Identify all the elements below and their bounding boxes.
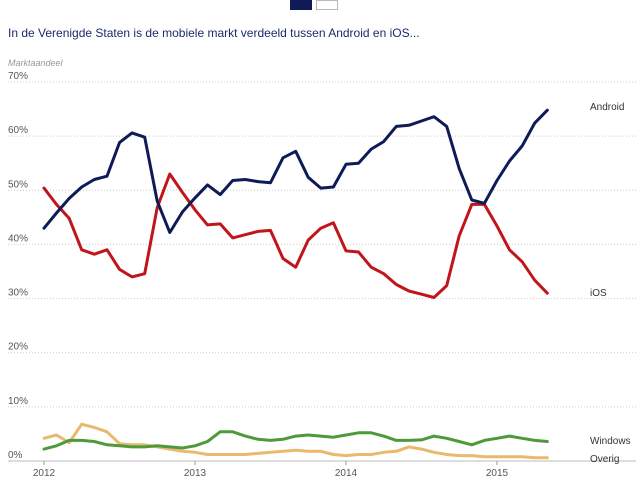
series-line-overig bbox=[42, 422, 549, 460]
y-tick-label: 0% bbox=[8, 450, 23, 461]
y-tick-label: 20% bbox=[8, 342, 28, 353]
series-label-windows: Windows bbox=[590, 436, 631, 447]
series-line-ios bbox=[42, 172, 549, 299]
y-tick-label: 40% bbox=[8, 233, 28, 244]
y-axis-label: Marktaandeel bbox=[8, 58, 63, 68]
chart-tabs bbox=[290, 0, 338, 10]
series-line-windows bbox=[42, 430, 549, 451]
y-tick-label: 30% bbox=[8, 288, 28, 299]
series-label-android: Android bbox=[590, 102, 624, 113]
tab-chart-1[interactable] bbox=[290, 0, 312, 10]
series-label-ios: iOS bbox=[590, 288, 607, 299]
y-tick-label: 60% bbox=[8, 125, 28, 136]
chart-title: In de Verenigde Staten is de mobiele mar… bbox=[8, 26, 420, 40]
y-tick-label: 10% bbox=[8, 396, 28, 407]
series-label-overig: Overig bbox=[590, 454, 619, 465]
x-tick-label: 2013 bbox=[184, 468, 207, 479]
series-line-android bbox=[42, 108, 549, 234]
y-tick-label: 70% bbox=[8, 71, 28, 82]
x-tick-label: 2014 bbox=[335, 468, 358, 479]
y-tick-label: 50% bbox=[8, 179, 28, 190]
x-tick-label: 2015 bbox=[486, 468, 509, 479]
tab-chart-2[interactable] bbox=[316, 0, 338, 10]
x-tick-label: 2012 bbox=[33, 468, 56, 479]
